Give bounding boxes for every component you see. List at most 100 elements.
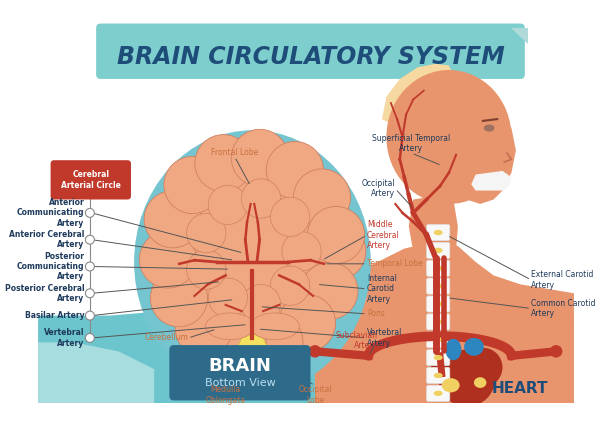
FancyBboxPatch shape <box>427 296 450 312</box>
Text: Cerebellum: Cerebellum <box>144 333 188 342</box>
Ellipse shape <box>386 70 511 204</box>
Circle shape <box>139 231 196 288</box>
Text: Posterior
Communicating
Artery: Posterior Communicating Artery <box>17 252 85 281</box>
Circle shape <box>293 169 350 226</box>
Circle shape <box>187 213 226 253</box>
Text: Superficial Temporal
Artery: Superficial Temporal Artery <box>372 134 451 153</box>
FancyBboxPatch shape <box>427 260 450 276</box>
Text: Middle
Cerebral
Artery: Middle Cerebral Artery <box>367 220 400 250</box>
Polygon shape <box>315 242 574 403</box>
Ellipse shape <box>474 377 487 388</box>
Ellipse shape <box>434 301 443 307</box>
Polygon shape <box>382 64 454 124</box>
Ellipse shape <box>250 313 299 340</box>
Circle shape <box>266 142 323 199</box>
Text: Common Carotid
Artery: Common Carotid Artery <box>531 299 596 318</box>
Circle shape <box>187 250 226 289</box>
FancyBboxPatch shape <box>427 242 450 259</box>
FancyBboxPatch shape <box>427 350 450 366</box>
Ellipse shape <box>434 355 443 360</box>
Text: Frontal Lobe: Frontal Lobe <box>211 148 258 157</box>
Circle shape <box>282 232 321 271</box>
Ellipse shape <box>434 319 443 324</box>
FancyBboxPatch shape <box>427 332 450 348</box>
Circle shape <box>231 129 289 187</box>
Polygon shape <box>409 196 458 258</box>
Circle shape <box>246 313 303 371</box>
Circle shape <box>85 262 94 271</box>
Circle shape <box>85 311 94 320</box>
Circle shape <box>431 348 470 387</box>
Text: Bottom View: Bottom View <box>205 377 275 388</box>
Ellipse shape <box>464 338 484 356</box>
Polygon shape <box>422 333 574 403</box>
Circle shape <box>151 270 208 327</box>
Circle shape <box>144 190 201 248</box>
Text: Subclavian
Artery: Subclavian Artery <box>335 331 377 350</box>
Circle shape <box>85 235 94 244</box>
Polygon shape <box>471 171 511 190</box>
FancyBboxPatch shape <box>427 367 450 383</box>
Text: Cerebral
Arterial Circle: Cerebral Arterial Circle <box>61 170 121 190</box>
Ellipse shape <box>206 313 254 340</box>
Text: BRAIN: BRAIN <box>208 357 271 374</box>
Circle shape <box>307 206 365 264</box>
Text: Vertebral
Artery: Vertebral Artery <box>367 328 402 348</box>
Polygon shape <box>511 28 527 44</box>
Text: Temporal Lobe: Temporal Lobe <box>367 259 422 268</box>
Circle shape <box>271 197 310 237</box>
Ellipse shape <box>442 378 460 392</box>
Polygon shape <box>38 342 154 403</box>
Ellipse shape <box>434 391 443 396</box>
Ellipse shape <box>434 248 443 253</box>
Text: Internal
Carotid
Artery: Internal Carotid Artery <box>367 274 397 304</box>
Circle shape <box>309 345 321 357</box>
Circle shape <box>241 285 281 324</box>
Circle shape <box>278 294 335 352</box>
Text: HEART: HEART <box>492 381 548 396</box>
Text: Medulla
Oblongata: Medulla Oblongata <box>206 385 245 404</box>
Text: Anterior
Communicating
Artery: Anterior Communicating Artery <box>17 198 85 228</box>
Ellipse shape <box>152 137 353 365</box>
Circle shape <box>241 179 281 218</box>
Text: Occipital
Artery: Occipital Artery <box>362 179 395 199</box>
Circle shape <box>85 333 94 342</box>
FancyBboxPatch shape <box>427 385 450 401</box>
FancyBboxPatch shape <box>50 160 131 199</box>
Ellipse shape <box>484 125 494 132</box>
Ellipse shape <box>434 337 443 342</box>
Text: Vertebral
Artery: Vertebral Artery <box>44 328 85 348</box>
Circle shape <box>309 223 366 280</box>
Text: Posterior Cerebral
Artery: Posterior Cerebral Artery <box>5 284 85 303</box>
Circle shape <box>463 348 503 387</box>
Ellipse shape <box>434 373 443 378</box>
Ellipse shape <box>445 339 461 360</box>
Ellipse shape <box>134 130 371 394</box>
Polygon shape <box>38 298 574 403</box>
Polygon shape <box>445 92 516 204</box>
Circle shape <box>208 185 248 225</box>
Circle shape <box>175 300 232 357</box>
Text: External Carotid
Artery: External Carotid Artery <box>531 270 593 290</box>
Circle shape <box>85 289 94 298</box>
FancyBboxPatch shape <box>427 278 450 294</box>
Circle shape <box>85 208 94 217</box>
Text: Basilar Artery: Basilar Artery <box>25 311 85 320</box>
Circle shape <box>195 134 252 192</box>
Circle shape <box>164 156 221 214</box>
Text: Occipital
Lobe: Occipital Lobe <box>298 385 332 404</box>
Ellipse shape <box>434 266 443 271</box>
Text: Anterior Cerebral
Artery: Anterior Cerebral Artery <box>9 230 85 250</box>
Text: BRAIN CIRCULATORY SYSTEM: BRAIN CIRCULATORY SYSTEM <box>116 45 505 68</box>
FancyBboxPatch shape <box>427 225 450 241</box>
Circle shape <box>550 345 562 357</box>
Ellipse shape <box>434 283 443 289</box>
Circle shape <box>438 350 496 407</box>
Circle shape <box>209 315 266 372</box>
Ellipse shape <box>434 230 443 235</box>
FancyBboxPatch shape <box>96 24 525 79</box>
FancyBboxPatch shape <box>169 345 310 401</box>
FancyBboxPatch shape <box>427 314 450 330</box>
Circle shape <box>208 278 248 317</box>
Polygon shape <box>233 333 272 380</box>
